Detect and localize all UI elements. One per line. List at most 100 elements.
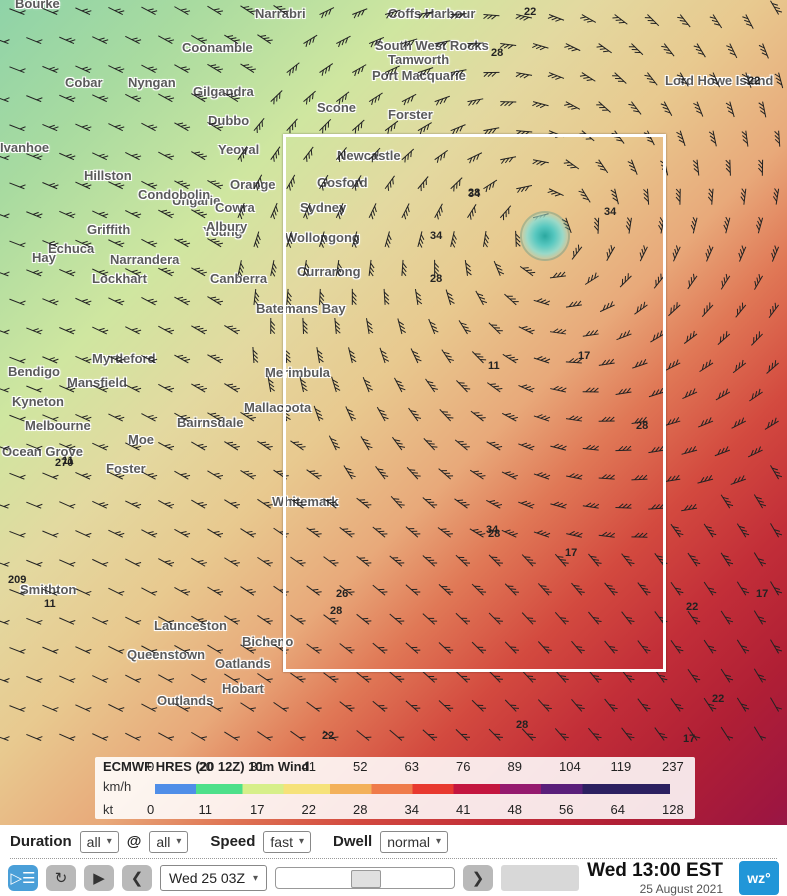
legend-kt-tick-2: 17 xyxy=(250,802,264,817)
legend-kmh-tick-3: 41 xyxy=(302,759,316,774)
city-label-hillston: Hillston xyxy=(84,168,132,183)
chevron-right-icon: ❯ xyxy=(472,869,485,887)
legend-kt-tick-8: 56 xyxy=(559,802,573,817)
contour-value-label-10: 270 xyxy=(55,457,73,469)
city-label-smithton: Smithton xyxy=(20,582,76,597)
step-forward-button[interactable]: ❯ xyxy=(463,865,493,891)
city-label-ivanhoe: Ivanhoe xyxy=(0,140,49,155)
city-label-gilgandra: Gilgandra xyxy=(193,84,254,99)
city-label-melbourne: Melbourne xyxy=(25,418,91,433)
date-time-select[interactable]: Wed 25 03Z ▾ xyxy=(160,865,267,891)
city-label-lord-howe-island: Lord Howe Island xyxy=(665,73,773,88)
legend-kt-tick-4: 28 xyxy=(353,802,367,817)
chevron-down-icon: ▾ xyxy=(299,836,304,847)
city-label-echuca: Echuca xyxy=(48,241,94,256)
city-label-bairnsdale: Bairnsdale xyxy=(177,415,243,430)
city-label-dubbo: Dubbo xyxy=(208,113,249,128)
playlist-button[interactable]: ▷☰ xyxy=(8,865,38,891)
legend-kmh-tick-8: 104 xyxy=(559,759,581,774)
timeline-slider-handle[interactable] xyxy=(351,870,381,888)
weather-map-app: Bourke Narrabri Coffs Harbour Coonamble Sout… xyxy=(0,0,787,896)
contour-value-label-18: 17 xyxy=(756,588,768,600)
city-label-yeoval: Yeoval xyxy=(218,142,259,157)
city-label-mansfield: Mansfield xyxy=(67,375,127,390)
legend-unit-kt: kt xyxy=(103,802,113,817)
legend-kmh-tick-4: 52 xyxy=(353,759,367,774)
current-time-display: Wed 13:00 EST 25 August 2021 xyxy=(587,860,731,896)
legend-kmh-tick-1: 20 xyxy=(199,759,213,774)
city-label-forster: Forster xyxy=(388,107,433,122)
city-label-bendigo: Bendigo xyxy=(8,364,60,379)
contour-value-label-5: 22 xyxy=(748,75,760,87)
duration-at-select[interactable]: all ▾ xyxy=(149,831,188,853)
contour-value-label-20: 22 xyxy=(712,693,724,705)
filter-controls-row: Duration all ▾ @ all ▾ Speed fast ▾ Dwel… xyxy=(10,831,777,859)
city-label-orange: Orange xyxy=(230,177,276,192)
city-label-nyngan: Nyngan xyxy=(128,75,176,90)
legend-kmh-tick-6: 76 xyxy=(456,759,470,774)
contour-value-label-0: 22 xyxy=(524,6,536,18)
play-button[interactable]: ▶ xyxy=(84,865,114,891)
city-label-scone: Scone xyxy=(317,100,356,115)
city-label-bourke: Bourke xyxy=(15,0,60,11)
chevron-down-icon: ▾ xyxy=(176,836,181,847)
city-label-tamworth: Tamworth xyxy=(388,52,449,67)
control-bar: Duration all ▾ @ all ▾ Speed fast ▾ Dwel… xyxy=(0,825,787,896)
timeline-slider[interactable] xyxy=(275,867,455,889)
dwell-select[interactable]: normal ▾ xyxy=(380,831,448,853)
legend-kt-tick-6: 41 xyxy=(456,802,470,817)
city-label-cobar: Cobar xyxy=(65,75,103,90)
contour-value-label-24: 209 xyxy=(8,574,26,586)
city-label-outlands: Outlands xyxy=(157,693,213,708)
city-label-moe: Moe xyxy=(128,432,154,447)
loop-button[interactable]: ↻ xyxy=(46,865,76,891)
city-label-lockhart: Lockhart xyxy=(92,271,147,286)
empty-status-box xyxy=(501,865,579,891)
city-label-condobolin: Condobolin xyxy=(138,187,210,202)
contour-value-label-22: 28 xyxy=(516,719,528,731)
legend-kmh-tick-2: 31 xyxy=(250,759,264,774)
contour-value-label-19: 11 xyxy=(44,598,56,610)
city-label-narrandera: Narrandera xyxy=(110,252,179,267)
city-label-hay: Hay xyxy=(32,250,56,265)
city-label-young: Young xyxy=(203,224,242,239)
legend-kt-tick-7: 48 xyxy=(508,802,522,817)
duration-select[interactable]: all ▾ xyxy=(80,831,119,853)
city-label-foster: Foster xyxy=(106,461,146,476)
city-label-hobart: Hobart xyxy=(222,681,264,696)
city-label-albury: Albury xyxy=(206,219,247,234)
wind-legend-panel: ECMWF HRES (20 12Z) 10m Wind km/h kt 0 20… xyxy=(95,757,695,819)
speed-select[interactable]: fast ▾ xyxy=(263,831,311,853)
legend-color-gradient xyxy=(155,784,670,794)
contour-value-label-17: 22 xyxy=(686,601,698,613)
legend-kt-tick-9: 64 xyxy=(611,802,625,817)
city-label-coffs-harbour: Coffs Harbour xyxy=(388,6,475,21)
legend-unit-kmh: km/h xyxy=(103,779,131,794)
step-back-button[interactable]: ❮ xyxy=(122,865,152,891)
legend-kt-tick-5: 34 xyxy=(405,802,419,817)
city-label-canberra: Canberra xyxy=(210,271,267,286)
legend-kmh-tick-10: 237 xyxy=(662,759,684,774)
chevron-down-icon: ▾ xyxy=(107,836,112,847)
city-label-narrabri: Narrabri xyxy=(255,6,306,21)
duration-label: Duration xyxy=(10,833,72,850)
legend-kt-tick-0: 0 xyxy=(147,802,154,817)
contour-value-label-23: 22 xyxy=(322,730,334,742)
speed-label: Speed xyxy=(210,833,255,850)
legend-kmh-tick-5: 63 xyxy=(405,759,419,774)
loop-icon: ↻ xyxy=(55,869,68,887)
playback-controls-row: ▷☰ ↻ ▶ ❮ Wed 25 03Z ▾ ❯ Wed 13 xyxy=(8,863,779,893)
city-label-ungarie: Ungarie xyxy=(172,193,220,208)
dwell-label: Dwell xyxy=(333,833,372,850)
chevron-down-icon: ▾ xyxy=(253,873,258,884)
playlist-icon: ▷☰ xyxy=(11,869,36,887)
contour-value-label-1: 28 xyxy=(491,47,503,59)
legend-kmh-tick-9: 119 xyxy=(611,759,632,774)
city-label-queenstown: Queenstown xyxy=(127,647,205,662)
wz-logo-badge[interactable]: wz° xyxy=(739,861,779,895)
city-label-port-macquarie: Port Macquarie xyxy=(372,68,466,83)
region-selection-box[interactable] xyxy=(283,134,666,672)
weather-map[interactable]: Bourke Narrabri Coffs Harbour Coonamble Sout… xyxy=(0,0,787,755)
city-label-ocean-grove: Ocean Grove xyxy=(2,444,83,459)
city-label-kyneton: Kyneton xyxy=(12,394,64,409)
